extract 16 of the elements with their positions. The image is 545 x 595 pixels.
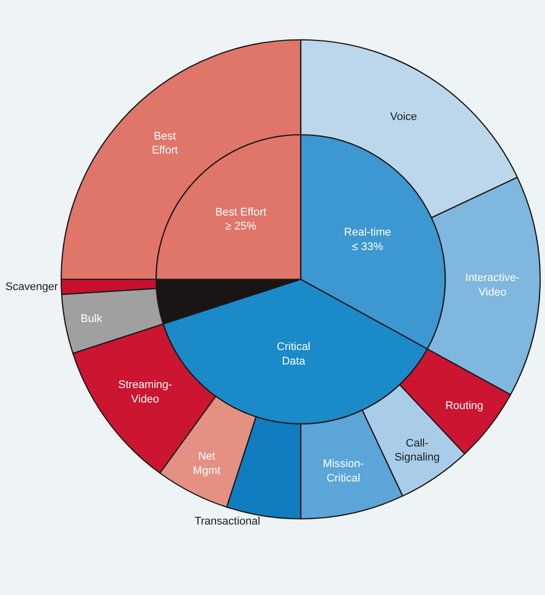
- slice-label: Bulk: [80, 313, 103, 326]
- data-label: ≤ 33%: [352, 240, 384, 253]
- slice-label: Scavenger: [5, 280, 58, 293]
- slice-label: Best Effort: [215, 206, 266, 218]
- slice-label: Streaming- Video: [118, 379, 172, 406]
- slice-label: Call- Signaling: [394, 437, 440, 464]
- slice-label: Interactive- Video: [465, 272, 520, 298]
- slice-label: Routing: [445, 400, 484, 412]
- slice-label: Critical Data: [276, 341, 310, 368]
- slice-label: Transactional: [194, 516, 260, 528]
- slice-label: Voice: [390, 111, 418, 124]
- slice-label: Real-time: [344, 226, 392, 239]
- data-label: ≥ 25%: [225, 220, 257, 233]
- slice-label: Net Mgmt: [192, 450, 220, 477]
- slice-label: Mission- Critical: [322, 458, 364, 484]
- slice-label: Best Effort: [152, 130, 178, 157]
